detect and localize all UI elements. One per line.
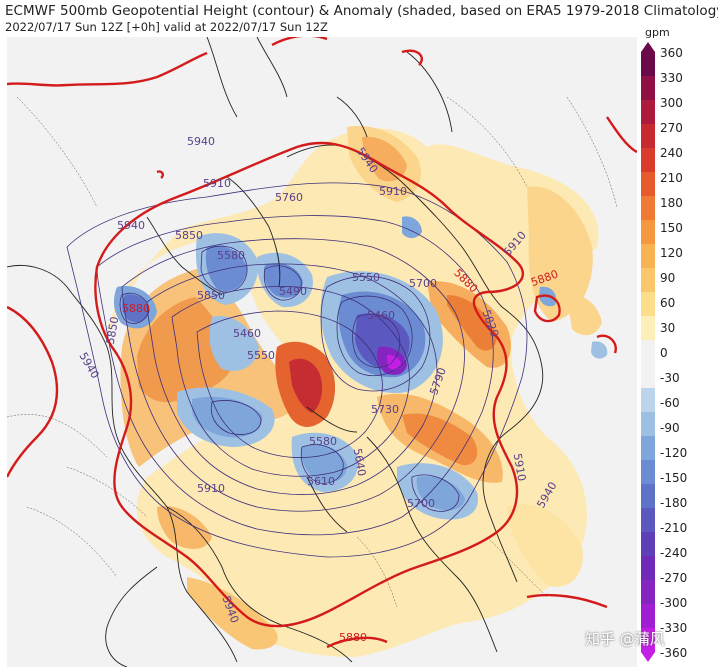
- colorbar-tick-label: 150: [660, 221, 683, 235]
- contour-label: 5910: [197, 482, 225, 495]
- colorbar-tick-label: -180: [660, 496, 688, 510]
- colorbar-swatch: [641, 244, 655, 269]
- valid-time-subtitle: 2022/07/17 Sun 12Z [+0h] valid at 2022/0…: [5, 20, 328, 34]
- contour-label: 5850: [104, 316, 122, 346]
- colorbar-tick-label: 270: [660, 121, 683, 135]
- colorbar-swatch: [641, 436, 655, 461]
- colorbar-swatch: [641, 148, 655, 173]
- colorbar-swatch: [641, 484, 655, 509]
- colorbar-tick-label: 30: [660, 321, 676, 335]
- red-5880-contour: [7, 37, 637, 649]
- contour-label: 5610: [307, 475, 335, 488]
- colorbar-unit: gpm: [645, 26, 670, 39]
- colorbar-tick-label: 210: [660, 171, 683, 185]
- polar-stereographic-map: 5940 5910 5940 5760 5850 5580 5490 5850 …: [7, 37, 637, 667]
- colorbar-swatch: [641, 580, 655, 605]
- colorbar-tick-label: 300: [660, 96, 683, 110]
- contour-label: 5640: [351, 447, 369, 477]
- contour-label: 5880: [339, 631, 367, 644]
- contour-label: 5940: [187, 135, 215, 148]
- colorbar-tick-label: -120: [660, 446, 688, 460]
- contour-label: 5700: [407, 497, 435, 510]
- contour-label: 5910: [203, 177, 231, 190]
- contour-label: 5460: [233, 327, 261, 340]
- colorbar-swatch: [641, 100, 655, 125]
- contour-label: 5910: [379, 185, 407, 198]
- colorbar-swatch: [641, 604, 655, 629]
- colorbar-tick-label: 60: [660, 296, 676, 310]
- colorbar-tick-label: -240: [660, 546, 688, 560]
- colorbar-tick-label: -270: [660, 571, 688, 585]
- contour-label: 5550: [247, 349, 275, 362]
- colorbar-swatch: [641, 124, 655, 149]
- colorbar-swatch: [641, 556, 655, 581]
- colorbar-swatch: [641, 292, 655, 317]
- contour-label: 5880: [122, 302, 150, 315]
- colorbar-tick-label: 180: [660, 196, 683, 210]
- contour-label: 5490: [279, 285, 307, 298]
- watermark: 知乎 @蒲风: [585, 630, 665, 648]
- colorbar-tick-label: 330: [660, 71, 683, 85]
- colorbar-tick-label: -150: [660, 471, 688, 485]
- colorbar-swatch: [641, 340, 655, 365]
- contour-label: 5580: [217, 249, 245, 262]
- colorbar-swatch: [641, 76, 655, 101]
- contour-label: 5580: [309, 435, 337, 448]
- colorbar-swatch: [641, 220, 655, 245]
- colorbar-tick-label: 360: [660, 46, 683, 60]
- contour-label: 5460: [367, 309, 395, 322]
- colorbar-tick-label: 0: [660, 346, 668, 360]
- colorbar-swatch: [641, 172, 655, 197]
- map-panel: 5940 5910 5940 5760 5850 5580 5490 5850 …: [7, 37, 637, 667]
- colorbar-swatch: [641, 532, 655, 557]
- colorbar-tick-label: 240: [660, 146, 683, 160]
- colorbar-swatch: [641, 196, 655, 221]
- map-title: ECMWF 500mb Geopotential Height (contour…: [5, 3, 718, 19]
- colorbar-tick-label: -300: [660, 596, 688, 610]
- colorbar-swatch: [641, 628, 655, 653]
- colorbar-swatch: [641, 52, 655, 77]
- contour-label: 5850: [175, 229, 203, 242]
- contour-label: 5730: [371, 403, 399, 416]
- contour-label: 5850: [197, 289, 225, 302]
- colorbar-swatch: [641, 388, 655, 413]
- colorbar-swatch: [641, 460, 655, 485]
- colorbar-swatch: [641, 268, 655, 293]
- colorbar-tick-label: -360: [660, 646, 688, 660]
- coastlines: [7, 37, 544, 667]
- colorbar-tick-label: -60: [660, 396, 680, 410]
- colorbar-tick-label: -330: [660, 621, 688, 635]
- height-contours: [66, 182, 528, 558]
- contour-label: 5940: [117, 219, 145, 232]
- colorbar-bottom-arrow: [641, 652, 655, 662]
- contour-label: 5910: [511, 452, 529, 482]
- colorbar-swatch: [641, 508, 655, 533]
- positive-anomaly-shading: [107, 126, 602, 658]
- colorbar-tick-label: 120: [660, 246, 683, 260]
- colorbar-tick-label: -90: [660, 421, 680, 435]
- colorbar-tick-label: 90: [660, 271, 676, 285]
- colorbar-tick-label: -30: [660, 371, 680, 385]
- country-borders: [7, 96, 618, 608]
- colorbar-swatch: [641, 412, 655, 437]
- contour-label: 5700: [409, 277, 437, 290]
- contour-label: 5760: [275, 191, 303, 204]
- anomaly-colorbar: [641, 42, 655, 662]
- colorbar-swatch: [641, 364, 655, 389]
- colorbar-tick-label: -210: [660, 521, 688, 535]
- colorbar-swatch: [641, 316, 655, 341]
- contour-label: 5550: [352, 271, 380, 284]
- colorbar-top-arrow: [641, 42, 655, 52]
